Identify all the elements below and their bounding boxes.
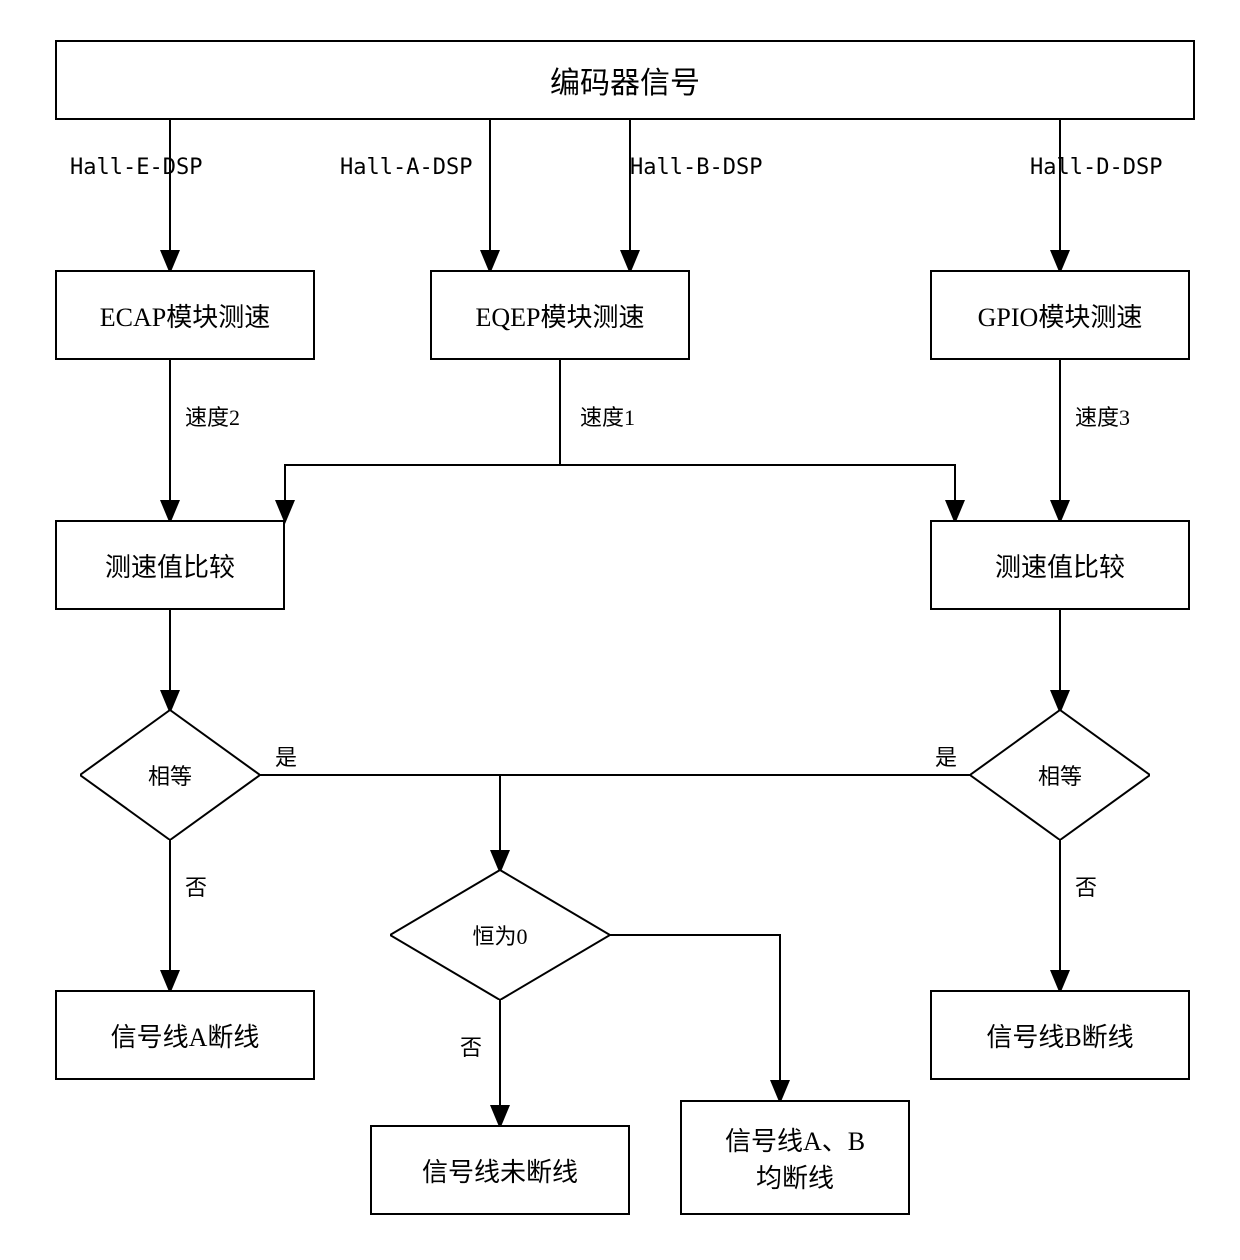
gpio-label: GPIO模块测速 bbox=[978, 297, 1143, 334]
eqep-box: EQEP模块测速 bbox=[430, 270, 690, 360]
compare-left-box: 测速值比较 bbox=[55, 520, 285, 610]
ab-broken-label: 信号线A、B 均断线 bbox=[725, 1121, 865, 1195]
signal-a-label: 信号线A断线 bbox=[111, 1017, 260, 1054]
signal-b-label: 信号线B断线 bbox=[986, 1017, 1133, 1054]
zero-diamond: 恒为0 bbox=[390, 870, 610, 1000]
encoder-label: 编码器信号 bbox=[550, 58, 700, 102]
eqep-label: EQEP模块测速 bbox=[475, 297, 644, 334]
speed3-label: 速度3 bbox=[1075, 400, 1130, 432]
ecap-label: ECAP模块测速 bbox=[100, 297, 270, 334]
signal-a-box: 信号线A断线 bbox=[55, 990, 315, 1080]
hall-a-label: Hall-A-DSP bbox=[340, 155, 472, 180]
no-right-label: 否 bbox=[1075, 870, 1097, 902]
gpio-box: GPIO模块测速 bbox=[930, 270, 1190, 360]
signal-b-box: 信号线B断线 bbox=[930, 990, 1190, 1080]
yes-right-label: 是 bbox=[935, 740, 957, 772]
hall-b-label: Hall-B-DSP bbox=[630, 155, 762, 180]
equal-right-diamond: 相等 bbox=[970, 710, 1150, 840]
not-broken-label: 信号线未断线 bbox=[422, 1152, 578, 1189]
yes-left-label: 是 bbox=[275, 740, 297, 772]
speed1-label: 速度1 bbox=[580, 400, 635, 432]
compare-right-box: 测速值比较 bbox=[930, 520, 1190, 610]
compare-right-label: 测速值比较 bbox=[995, 547, 1125, 584]
ecap-box: ECAP模块测速 bbox=[55, 270, 315, 360]
no-zero-label: 否 bbox=[460, 1030, 482, 1062]
encoder-box: 编码器信号 bbox=[55, 40, 1195, 120]
compare-left-label: 测速值比较 bbox=[105, 547, 235, 584]
hall-d-label: Hall-D-DSP bbox=[1030, 155, 1162, 180]
no-left-label: 否 bbox=[185, 870, 207, 902]
hall-e-label: Hall-E-DSP bbox=[70, 155, 202, 180]
not-broken-box: 信号线未断线 bbox=[370, 1125, 630, 1215]
zero-label: 恒为0 bbox=[472, 919, 527, 951]
equal-left-diamond: 相等 bbox=[80, 710, 260, 840]
speed2-label: 速度2 bbox=[185, 400, 240, 432]
equal-left-label: 相等 bbox=[148, 759, 192, 791]
ab-broken-box: 信号线A、B 均断线 bbox=[680, 1100, 910, 1215]
equal-right-label: 相等 bbox=[1038, 759, 1082, 791]
